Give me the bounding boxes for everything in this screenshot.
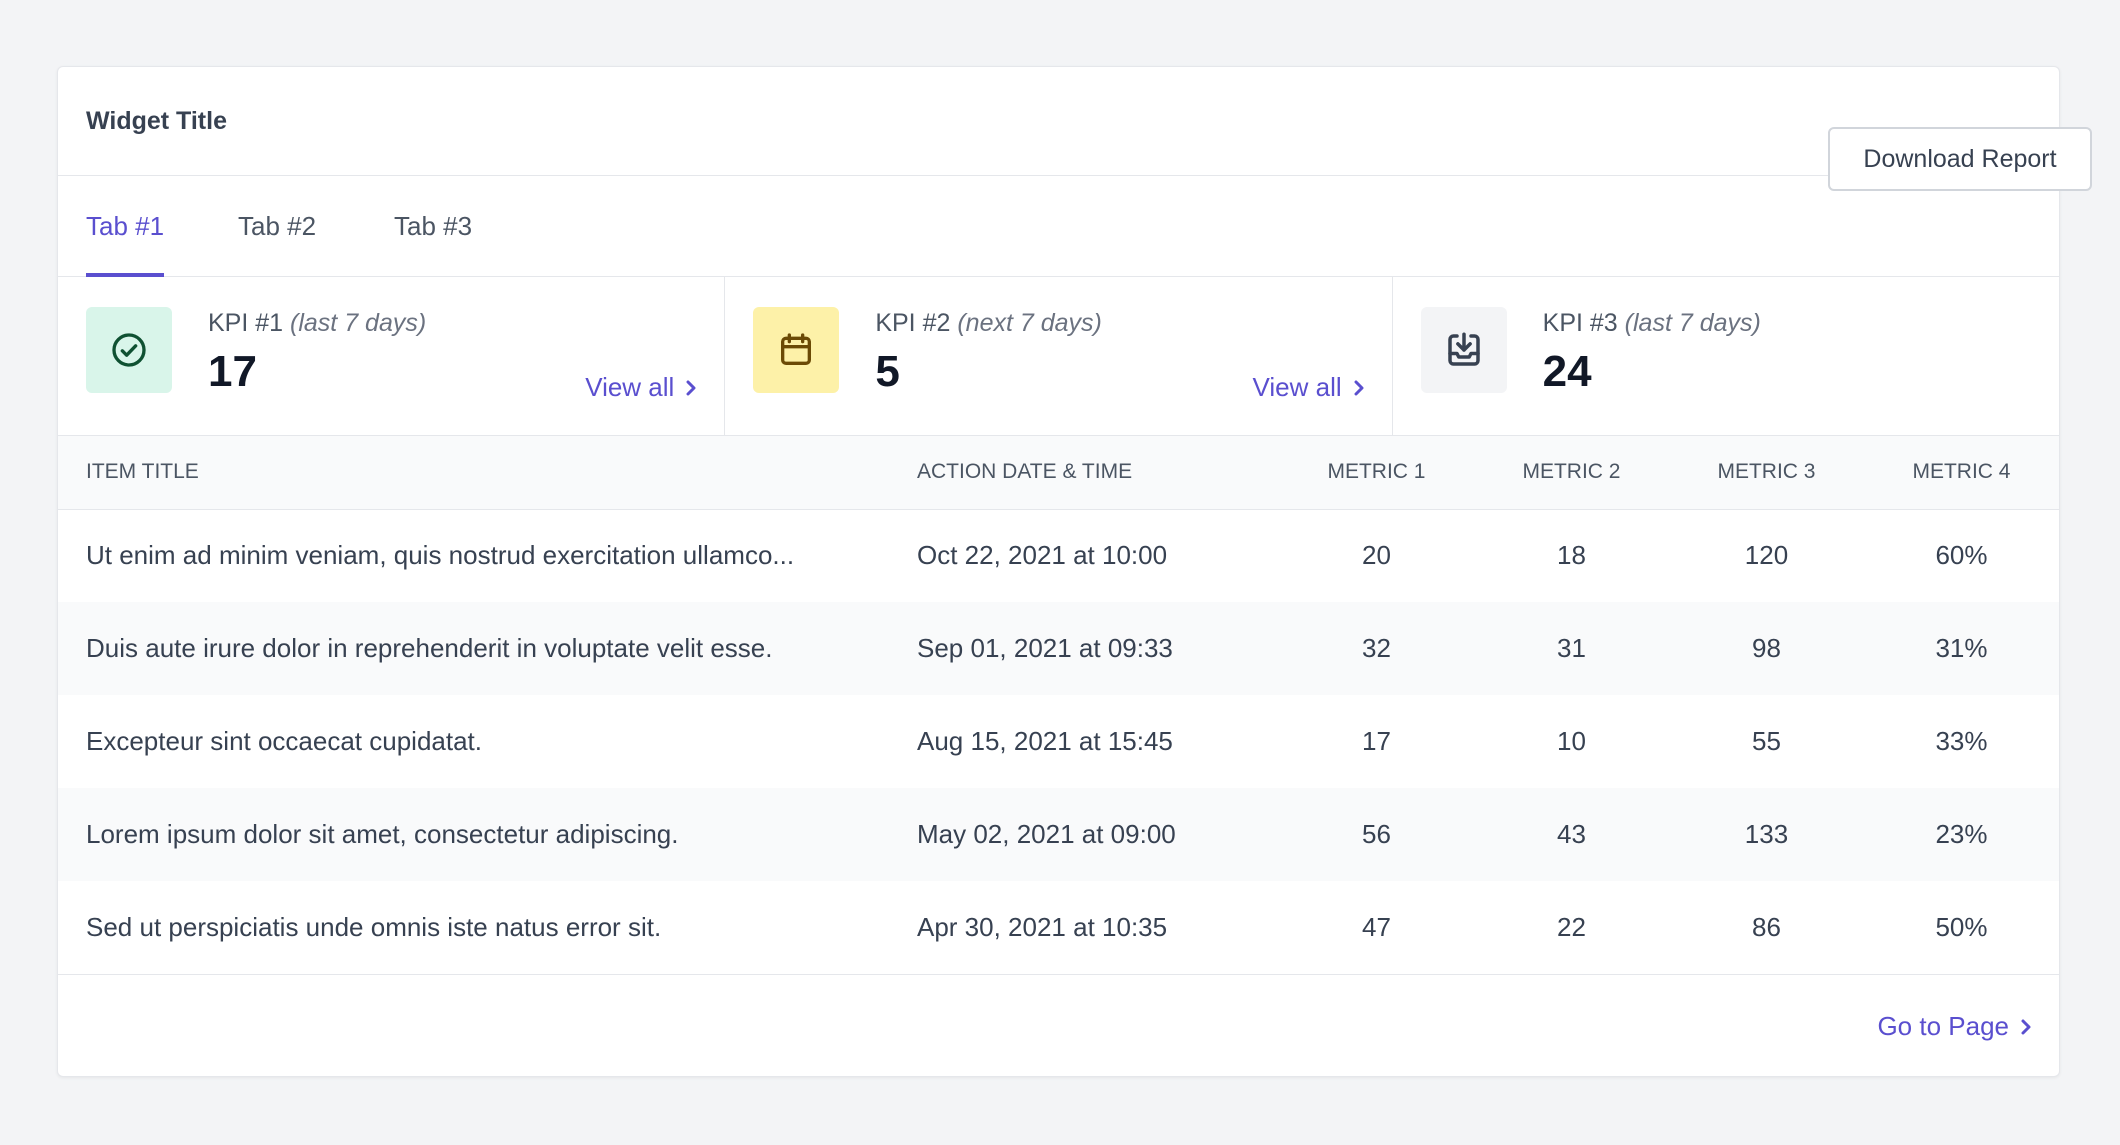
- cell-metric-3: 98: [1752, 633, 1781, 663]
- cell-item-title: Sed ut perspiciatis unde omnis iste natu…: [86, 911, 662, 942]
- cell-item-title: Ut enim ad minim veniam, quis nostrud ex…: [86, 540, 795, 571]
- cell-metric-3: 120: [1744, 540, 1789, 571]
- kpi-label: KPI #1 (last 7 days): [208, 309, 427, 337]
- cell-item-title: Lorem ipsum dolor sit amet, consectetur …: [86, 819, 679, 849]
- cell-metric-1: 20: [1362, 540, 1391, 571]
- cell-action-date: Aug 15, 2021 at 15:45: [917, 726, 1173, 756]
- table-header-row: Item Title Action Date & Time Metric 1 M…: [58, 436, 2059, 509]
- view-all-label: View all: [1252, 372, 1342, 402]
- cell-metric-3: 86: [1752, 911, 1781, 942]
- table-row[interactable]: Lorem ipsum dolor sit amet, consectetur …: [58, 788, 2059, 881]
- header-action-date: Action Date & Time: [917, 460, 1133, 484]
- cell-metric-3: 133: [1744, 819, 1789, 849]
- cell-metric-4: 23%: [1935, 819, 1988, 849]
- cell-metric-2: 22: [1557, 911, 1586, 942]
- table-row[interactable]: Excepteur sint occaecat cupidatat. Aug 1…: [58, 695, 2059, 788]
- cell-metric-4: 50%: [1935, 911, 1988, 942]
- cell-metric-1: 56: [1362, 819, 1391, 849]
- header-item-title: Item Title: [86, 460, 199, 484]
- kpi-row: KPI #1 (last 7 days) 17 View all KPI #2 …: [58, 277, 2059, 436]
- cell-metric-2: 10: [1557, 726, 1586, 756]
- kpi-card-1: KPI #1 (last 7 days) 17 View all: [58, 277, 724, 435]
- cell-metric-1: 47: [1362, 911, 1391, 942]
- cell-item-title: Duis aute irure dolor in reprehenderit i…: [86, 633, 773, 663]
- check-circle-icon: [86, 307, 172, 393]
- go-to-page-label: Go to Page: [1877, 1011, 2009, 1041]
- view-all-link[interactable]: View all: [585, 372, 698, 403]
- kpi-card-2: KPI #2 (next 7 days) 5 View all: [724, 277, 1391, 435]
- cell-metric-4: 31%: [1935, 633, 1988, 663]
- widget-header: Widget Title: [58, 67, 2059, 176]
- cell-metric-1: 17: [1362, 726, 1391, 756]
- tab-bar: Tab #1 Tab #2 Tab #3: [58, 176, 2059, 277]
- kpi-label: KPI #2 (next 7 days): [875, 309, 1102, 337]
- cell-metric-2: 31: [1557, 633, 1586, 663]
- cell-metric-2: 43: [1557, 819, 1586, 849]
- kpi-value: 17: [208, 347, 257, 396]
- calendar-icon: [753, 307, 840, 393]
- cell-metric-3: 55: [1752, 726, 1781, 756]
- tab-3[interactable]: Tab #3: [394, 211, 473, 241]
- go-to-page-link[interactable]: Go to Page: [1877, 1011, 2033, 1042]
- tab-2[interactable]: Tab #2: [238, 211, 317, 241]
- kpi-value: 5: [875, 347, 900, 396]
- cell-metric-4: 60%: [1935, 540, 1988, 571]
- header-metric-4: Metric 4: [1912, 460, 2011, 484]
- chevron-right-icon: [1354, 380, 1364, 395]
- cell-action-date: May 02, 2021 at 09:00: [917, 819, 1176, 849]
- cell-action-date: Apr 30, 2021 at 10:35: [917, 911, 1168, 942]
- chevron-right-icon: [2021, 1019, 2031, 1034]
- cell-action-date: Oct 22, 2021 at 10:00: [917, 540, 1168, 571]
- download-tray-icon: [1420, 307, 1507, 393]
- cell-metric-1: 32: [1362, 633, 1391, 663]
- cell-action-date: Sep 01, 2021 at 09:33: [917, 633, 1173, 663]
- data-table: Item Title Action Date & Time Metric 1 M…: [58, 436, 2059, 975]
- header-metric-3: Metric 3: [1717, 460, 1816, 484]
- widget-title: Widget Title: [86, 106, 227, 135]
- kpi-label: KPI #3 (last 7 days): [1542, 309, 1761, 337]
- header-metric-2: Metric 2: [1522, 460, 1621, 484]
- cell-item-title: Excepteur sint occaecat cupidatat.: [86, 726, 483, 756]
- table-row[interactable]: Ut enim ad minim veniam, quis nostrud ex…: [58, 509, 2059, 602]
- table-row[interactable]: Sed ut perspiciatis unde omnis iste natu…: [58, 881, 2059, 974]
- widget-card: Widget Title Tab #1 Tab #2 Tab #3 KPI #1…: [57, 66, 2060, 1077]
- header-metric-1: Metric 1: [1327, 460, 1426, 484]
- kpi-card-3: KPI #3 (last 7 days) 24: [1391, 277, 2059, 435]
- cell-metric-2: 18: [1557, 540, 1586, 571]
- tab-1[interactable]: Tab #1: [86, 176, 165, 277]
- download-report-button[interactable]: Download Report: [1828, 127, 2092, 191]
- cell-metric-4: 33%: [1935, 726, 1988, 756]
- table-row[interactable]: Duis aute irure dolor in reprehenderit i…: [58, 602, 2059, 695]
- chevron-right-icon: [686, 380, 696, 395]
- view-all-label: View all: [585, 372, 675, 402]
- view-all-link[interactable]: View all: [1253, 372, 1366, 403]
- kpi-value: 24: [1542, 347, 1592, 396]
